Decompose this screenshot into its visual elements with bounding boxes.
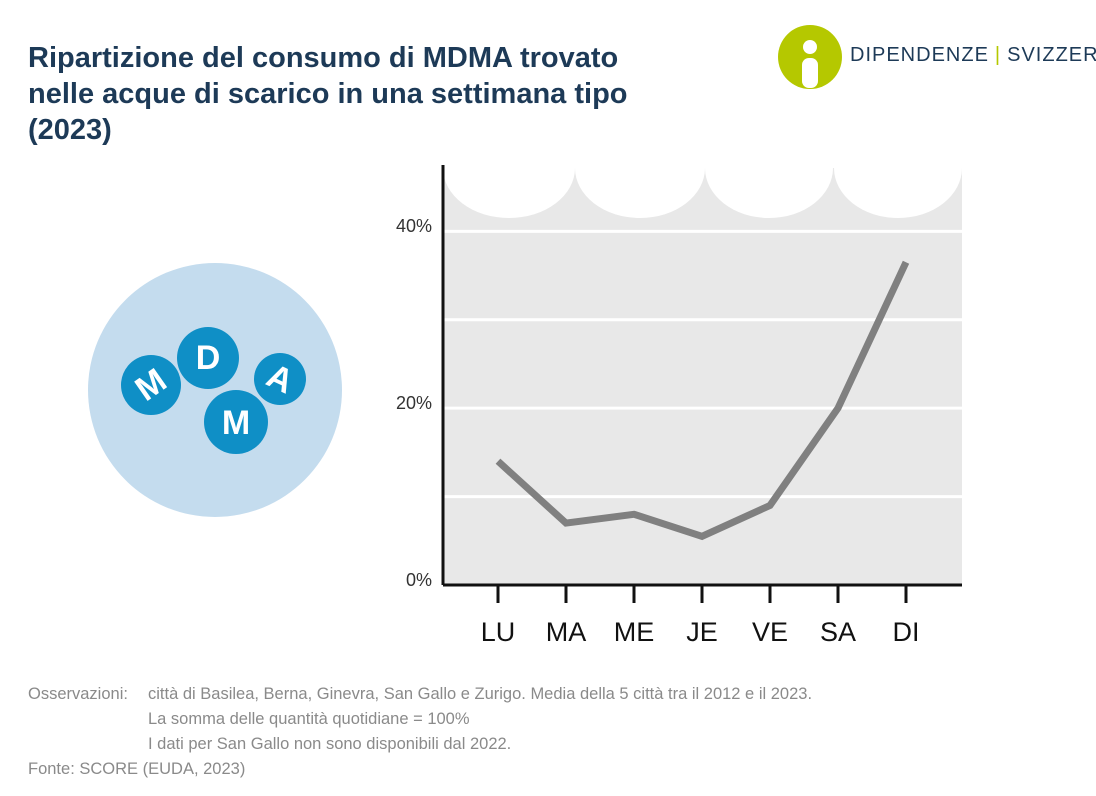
x-tick-label: SA (820, 617, 856, 647)
notes-label: Osservazioni: (28, 685, 128, 703)
logo-text: DIPENDENZE|SVIZZERA (850, 44, 1096, 67)
y-tick-label: 40% (396, 216, 432, 236)
notes: Osservazioni: città di Basilea, Berna, Gi… (28, 682, 812, 782)
notes-lines: città di Basilea, Berna, Ginevra, San Ga… (148, 682, 812, 757)
y-tick-label: 0% (406, 570, 432, 590)
pill-letter: M (222, 404, 250, 442)
pill (254, 353, 306, 405)
note-line: La somma delle quantità quotidiane = 100… (148, 710, 470, 728)
pill (204, 390, 268, 454)
clouds (443, 118, 962, 218)
pill (121, 355, 181, 415)
line (495, 260, 910, 541)
cloud (834, 118, 962, 218)
logo-head (803, 40, 817, 54)
logo-country: SVIZZERA (1007, 44, 1096, 66)
logo-name: DIPENDENZE (850, 44, 989, 66)
logo-circle (778, 25, 842, 89)
note-line: città di Basilea, Berna, Ginevra, San Ga… (148, 685, 813, 703)
plot-background (443, 168, 962, 585)
note-line: I dati per San Gallo non sono disponibil… (148, 735, 512, 753)
source: Fonte: SCORE (EUDA, 2023) (28, 760, 246, 778)
chart-title: Ripartizione del consumo di MDMA trovato… (28, 42, 628, 146)
x-tick-label: ME (614, 617, 655, 647)
logo-body (802, 58, 818, 88)
x-tick-label: DI (893, 617, 920, 647)
logo-separator: | (994, 44, 1002, 66)
pill (177, 327, 239, 389)
x-tick-label: LU (481, 617, 516, 647)
pill-background (88, 263, 342, 517)
x-tick-label: MA (546, 617, 587, 647)
x-tick-label: VE (752, 617, 788, 647)
pill-letter: D (196, 339, 221, 377)
notes-row: Osservazioni: città di Basilea, Berna, Gi… (28, 682, 812, 757)
cloud (443, 118, 575, 218)
y-tick-label: 20% (396, 393, 432, 413)
cloud (575, 118, 705, 218)
x-tick-label: JE (686, 617, 718, 647)
cloud (705, 118, 833, 218)
